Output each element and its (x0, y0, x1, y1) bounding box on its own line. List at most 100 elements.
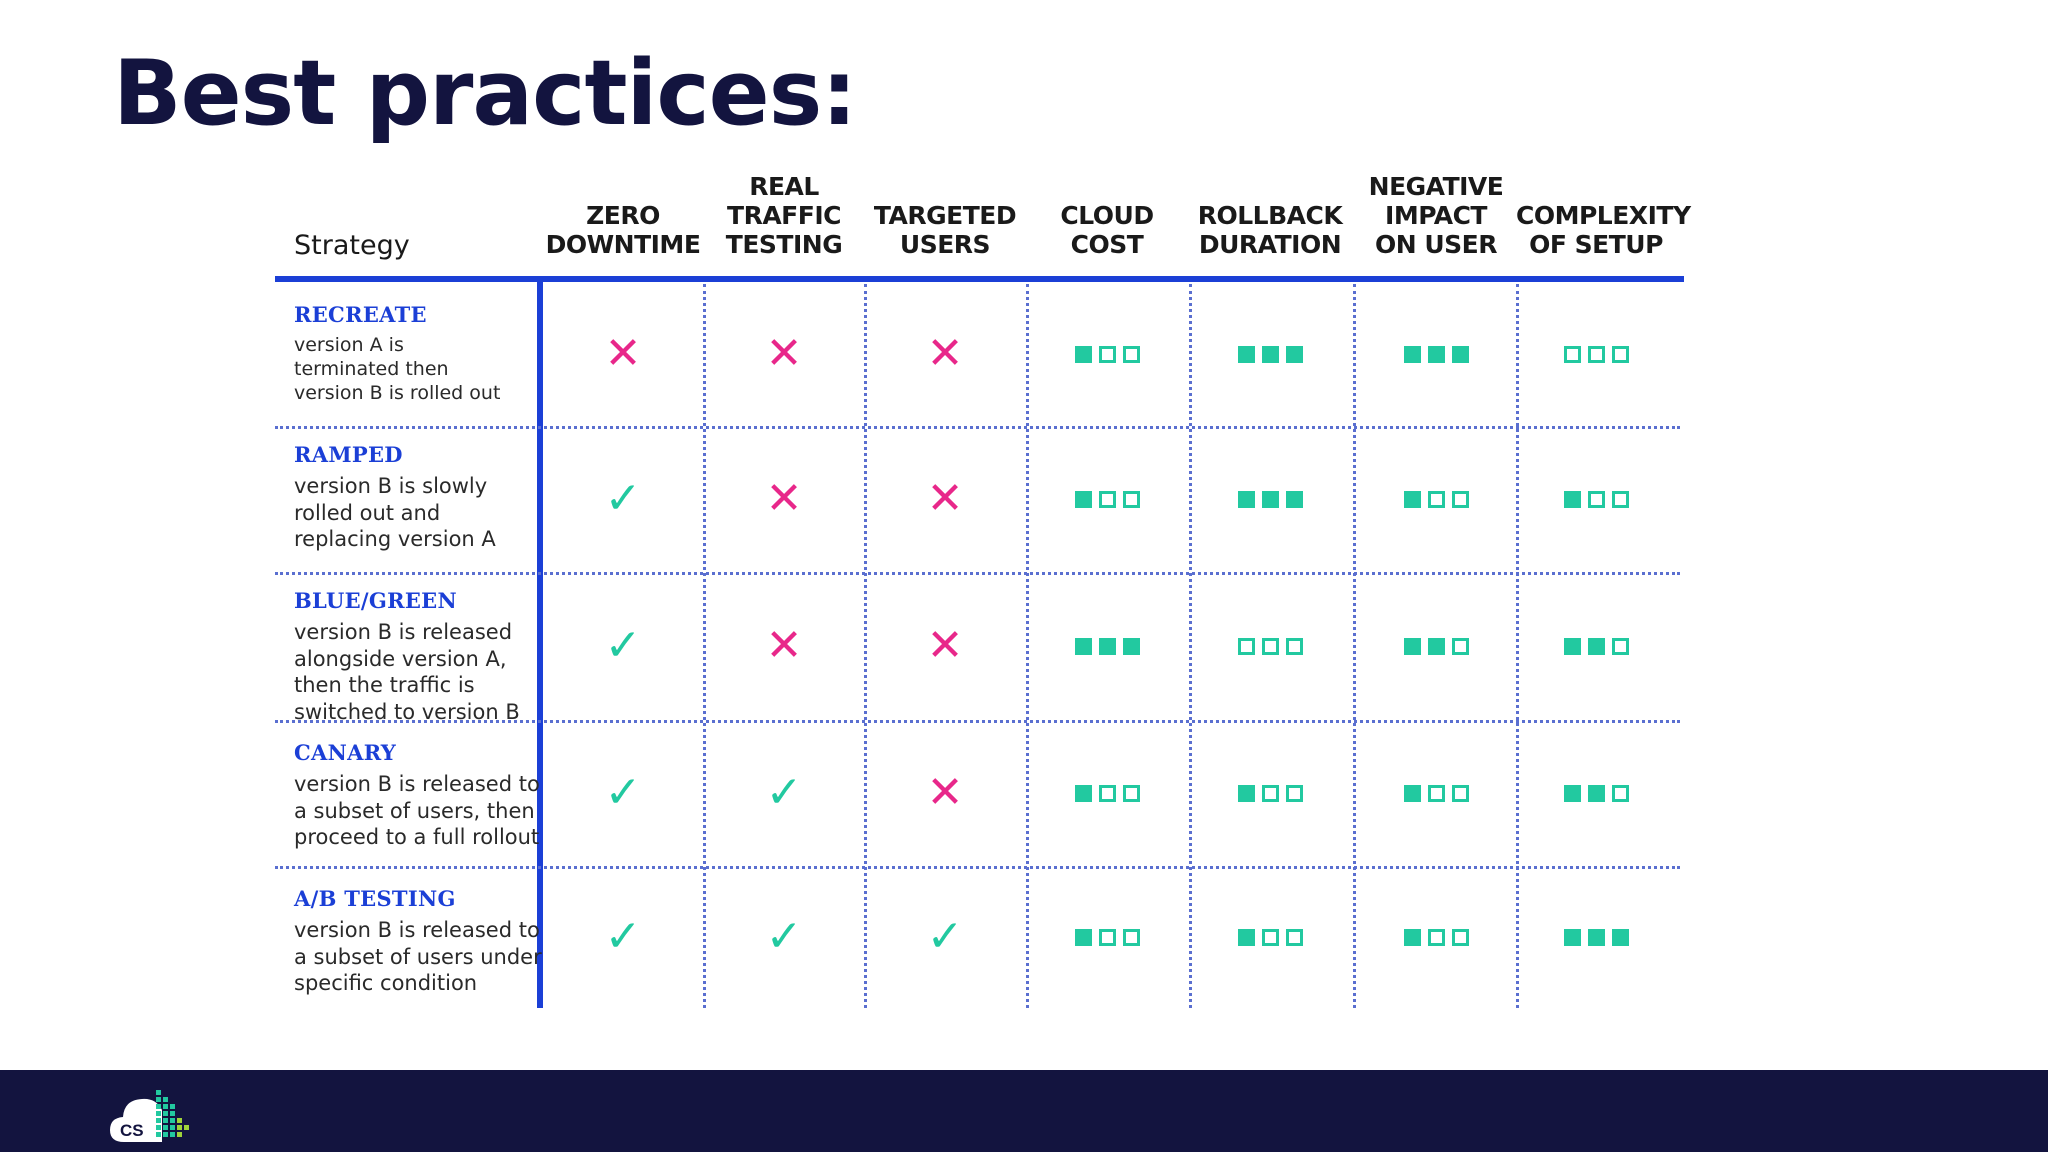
level-indicator (1563, 637, 1629, 655)
cell-ab-testing-negative-impact (1366, 907, 1506, 967)
level-indicator (1403, 490, 1469, 508)
strategy-description-blue-green: version B is released alongside version … (294, 620, 520, 724)
filled-square-icon (1427, 345, 1445, 363)
row-separator (275, 426, 1680, 429)
column-header-targeted-users: TARGETED USERS (873, 201, 1017, 259)
column-header-rollback-duration: ROLLBACK DURATION (1197, 201, 1343, 259)
level-indicator (1403, 784, 1469, 802)
cell-ab-testing-rollback-duration (1200, 907, 1340, 967)
empty-square-icon (1261, 637, 1279, 655)
filled-square-icon (1611, 928, 1629, 946)
cell-recreate-rollback-duration (1200, 324, 1340, 384)
filled-square-icon (1587, 784, 1605, 802)
filled-square-icon (1563, 637, 1581, 655)
empty-square-icon (1451, 490, 1469, 508)
strategy-column-rule (537, 276, 543, 1008)
filled-square-icon (1122, 637, 1140, 655)
empty-square-icon (1098, 490, 1116, 508)
cell-blue-green-targeted-users: ✕ (875, 616, 1015, 676)
filled-square-icon (1074, 784, 1092, 802)
cross-icon: ✕ (765, 328, 803, 379)
filled-square-icon (1074, 637, 1092, 655)
cell-canary-cloud-cost (1037, 763, 1177, 823)
check-icon: ✓ (604, 911, 642, 962)
level-indicator (1237, 928, 1303, 946)
empty-square-icon (1098, 345, 1116, 363)
filled-square-icon (1237, 928, 1255, 946)
level-indicator (1563, 928, 1629, 946)
empty-square-icon (1261, 784, 1279, 802)
row-separator (275, 572, 1680, 575)
level-indicator (1074, 345, 1140, 363)
cross-icon: ✕ (926, 328, 964, 379)
filled-square-icon (1403, 928, 1421, 946)
cell-recreate-negative-impact (1366, 324, 1506, 384)
empty-square-icon (1427, 928, 1445, 946)
cell-blue-green-cloud-cost (1037, 616, 1177, 676)
level-indicator (1074, 928, 1140, 946)
filled-square-icon (1403, 345, 1421, 363)
filled-square-icon (1403, 637, 1421, 655)
empty-square-icon (1122, 928, 1140, 946)
cell-ramped-real-traffic-testing: ✕ (714, 469, 854, 529)
filled-square-icon (1237, 490, 1255, 508)
cell-canary-real-traffic-testing: ✓ (714, 763, 854, 823)
cell-ramped-complexity (1526, 469, 1666, 529)
footer-bar (0, 1070, 2048, 1152)
cell-ramped-rollback-duration (1200, 469, 1340, 529)
empty-square-icon (1611, 345, 1629, 363)
empty-square-icon (1098, 784, 1116, 802)
level-indicator (1403, 637, 1469, 655)
filled-square-icon (1563, 928, 1581, 946)
level-indicator (1237, 345, 1303, 363)
strategy-description-canary: version B is released to a subset of use… (294, 772, 540, 849)
empty-square-icon (1285, 928, 1303, 946)
strategy-name-ab-testing: A/B TESTING (294, 886, 456, 911)
cell-ab-testing-targeted-users: ✓ (875, 907, 1015, 967)
cell-recreate-cloud-cost (1037, 324, 1177, 384)
empty-square-icon (1237, 637, 1255, 655)
level-indicator (1237, 490, 1303, 508)
level-indicator (1237, 784, 1303, 802)
column-header-real-traffic-testing: REAL TRAFFIC TESTING (725, 172, 843, 259)
filled-square-icon (1285, 490, 1303, 508)
cell-blue-green-rollback-duration (1200, 616, 1340, 676)
page-title: Best practices: (113, 41, 857, 146)
filled-square-icon (1285, 345, 1303, 363)
filled-square-icon (1427, 637, 1445, 655)
logo-text: CS (120, 1121, 144, 1140)
column-header-complexity: COMPLEXITY OF SETUP (1516, 201, 1691, 259)
level-indicator (1403, 345, 1469, 363)
filled-square-icon (1074, 928, 1092, 946)
empty-square-icon (1611, 784, 1629, 802)
filled-square-icon (1074, 490, 1092, 508)
column-header-negative-impact: NEGATIVE IMPACT ON USER (1368, 172, 1504, 259)
filled-square-icon (1074, 345, 1092, 363)
strategy-name-blue-green: BLUE/GREEN (294, 588, 457, 613)
cell-canary-negative-impact (1366, 763, 1506, 823)
column-separator (1516, 284, 1519, 1008)
column-header-zero-downtime: ZERO DOWNTIME (545, 201, 701, 259)
level-indicator (1403, 928, 1469, 946)
empty-square-icon (1122, 784, 1140, 802)
strategy-description-recreate: version A is terminated then version B i… (294, 334, 501, 404)
empty-square-icon (1587, 345, 1605, 363)
empty-square-icon (1451, 928, 1469, 946)
cross-icon: ✕ (765, 620, 803, 671)
column-separator (1189, 284, 1192, 1008)
check-icon: ✓ (604, 473, 642, 524)
cell-ab-testing-cloud-cost (1037, 907, 1177, 967)
empty-square-icon (1427, 490, 1445, 508)
cell-ab-testing-complexity (1526, 907, 1666, 967)
filled-square-icon (1098, 637, 1116, 655)
level-indicator (1563, 490, 1629, 508)
cross-icon: ✕ (604, 328, 642, 379)
column-separator (1026, 284, 1029, 1008)
check-icon: ✓ (604, 767, 642, 818)
cell-ab-testing-zero-downtime: ✓ (553, 907, 693, 967)
check-icon: ✓ (604, 620, 642, 671)
cross-icon: ✕ (926, 620, 964, 671)
check-icon: ✓ (765, 767, 803, 818)
filled-square-icon (1587, 637, 1605, 655)
empty-square-icon (1611, 490, 1629, 508)
